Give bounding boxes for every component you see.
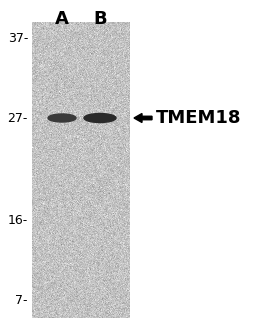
Ellipse shape [48, 114, 76, 122]
Text: 7-: 7- [16, 293, 28, 307]
Text: 16-: 16- [8, 213, 28, 226]
Text: 27-: 27- [8, 112, 28, 125]
Text: 37-: 37- [8, 31, 28, 45]
Text: A: A [55, 10, 69, 28]
FancyArrow shape [134, 114, 152, 123]
Text: B: B [93, 10, 107, 28]
Text: TMEM18: TMEM18 [156, 109, 241, 127]
Ellipse shape [84, 114, 116, 123]
